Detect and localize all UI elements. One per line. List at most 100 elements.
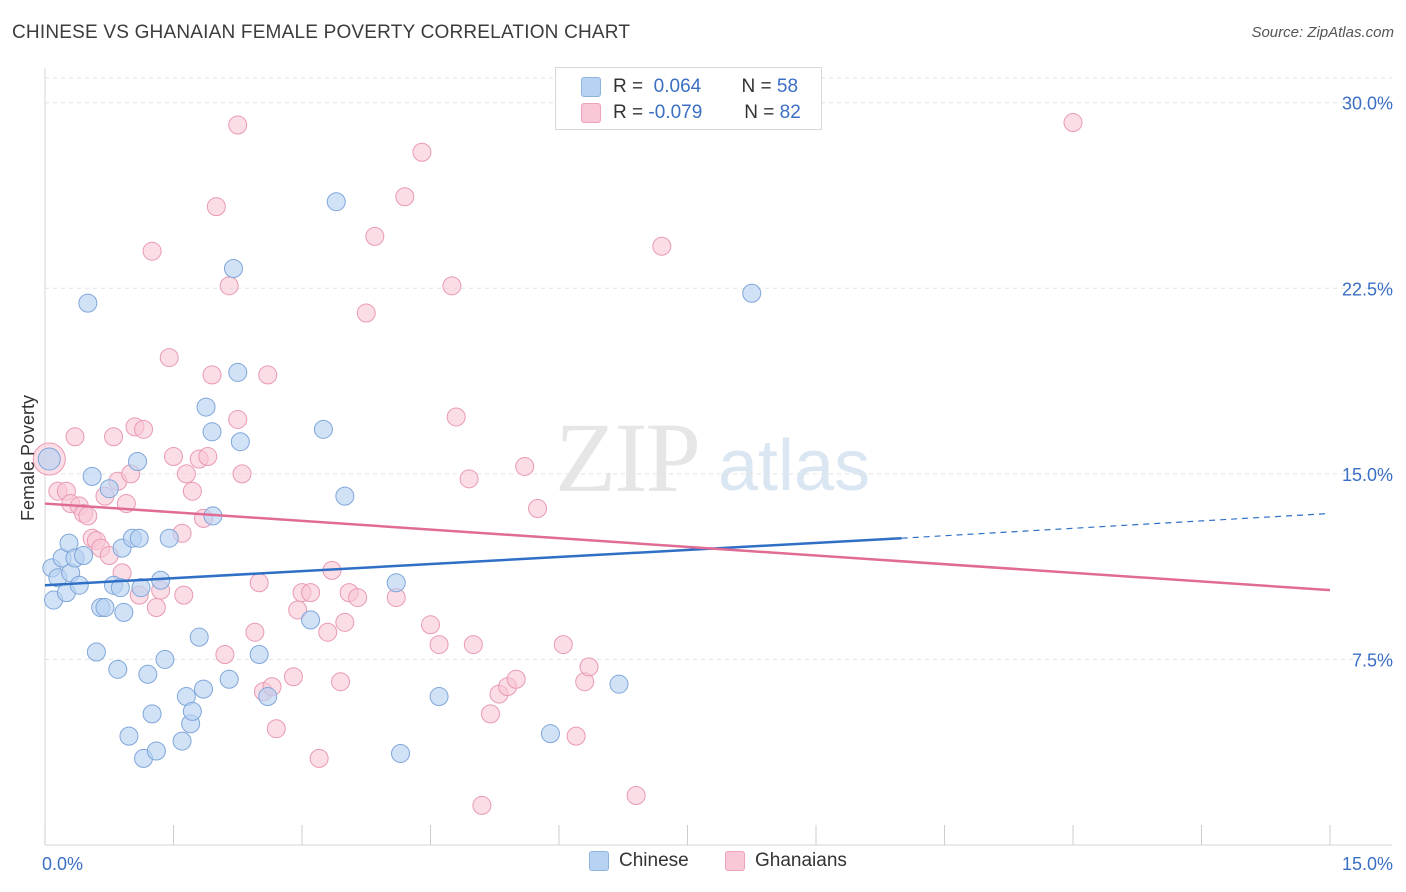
chinese-point bbox=[249, 644, 269, 664]
chinese-swatch bbox=[581, 77, 601, 97]
y-axis-label: Female Poverty bbox=[18, 395, 38, 521]
ghanaians-point bbox=[365, 226, 385, 246]
chinese-point bbox=[138, 664, 158, 684]
ghanaians-point bbox=[164, 447, 183, 467]
ghanaians-point bbox=[463, 635, 483, 655]
chinese-point bbox=[110, 578, 130, 598]
chinese-point bbox=[128, 452, 148, 471]
ghanaians-point bbox=[626, 786, 646, 806]
ghanaians-point bbox=[421, 615, 440, 635]
ghanaians-point bbox=[348, 588, 368, 608]
chinese-point bbox=[609, 674, 629, 694]
ghanaians-point bbox=[228, 115, 248, 135]
chinese-point bbox=[155, 649, 175, 669]
axes bbox=[44, 68, 1392, 846]
chinese-point bbox=[540, 724, 560, 744]
chinese-point bbox=[223, 259, 243, 279]
ghanaians-point bbox=[506, 669, 526, 689]
ghanaians-point bbox=[446, 407, 466, 427]
ghanaians-point bbox=[459, 469, 479, 489]
ghanaians-point bbox=[395, 187, 415, 207]
ghanaians-point bbox=[515, 456, 535, 476]
chinese-point bbox=[429, 687, 449, 707]
ghanaians-point bbox=[249, 573, 269, 593]
ghanaians-point bbox=[78, 506, 98, 526]
x-tick-label: 15.0% bbox=[1342, 854, 1393, 874]
ghanaians-point bbox=[472, 795, 492, 815]
ghanaians-point bbox=[206, 197, 226, 217]
chart-source: Source: ZipAtlas.com bbox=[1251, 24, 1394, 41]
ghanaians-point bbox=[182, 481, 202, 501]
chinese-point bbox=[146, 741, 166, 761]
ghanaians-point bbox=[174, 585, 194, 605]
y-tick-label: 15.0% bbox=[1342, 465, 1393, 485]
ghanaians-point bbox=[331, 672, 351, 692]
chinese-point bbox=[182, 701, 202, 721]
n-label: N = bbox=[741, 76, 772, 97]
ghanaians-point bbox=[146, 597, 166, 617]
ghanaians-point bbox=[202, 365, 222, 385]
chinese-point bbox=[131, 578, 151, 598]
legend-item-chinese[interactable]: Chinese bbox=[589, 850, 689, 872]
y-tick-label: 22.5% bbox=[1342, 279, 1393, 299]
ghanaians-point bbox=[309, 748, 329, 768]
chinese-point bbox=[326, 192, 346, 212]
chinese-point bbox=[82, 466, 102, 486]
ghanaians-point bbox=[228, 409, 248, 429]
chinese-point bbox=[119, 726, 139, 746]
stats-row-chinese: R = 0.064 N = 58 bbox=[581, 74, 798, 100]
ghanaians-point bbox=[283, 667, 303, 687]
watermark-atlas: atlas bbox=[718, 426, 871, 506]
ghanaians-point bbox=[1063, 113, 1083, 133]
ghanaians-trend-line bbox=[44, 502, 1331, 592]
chinese-point bbox=[108, 659, 128, 679]
ghanaians-point bbox=[480, 704, 500, 724]
legend: Chinese Ghanaians bbox=[0, 850, 1406, 880]
ghanaians-point bbox=[429, 635, 449, 655]
n-label: N = bbox=[744, 102, 775, 123]
watermark-zip: ZIP bbox=[555, 402, 701, 513]
ghanaians-swatch bbox=[725, 851, 745, 871]
ghanaians-point bbox=[356, 303, 376, 323]
chinese-point bbox=[69, 575, 89, 595]
chinese-trend-line bbox=[44, 536, 902, 587]
chinese-point bbox=[142, 704, 162, 724]
stats-row-ghanaians: R = -0.079 N = 82 bbox=[581, 100, 801, 126]
y-tick-label: 30.0% bbox=[1342, 94, 1393, 114]
chinese-point bbox=[95, 597, 115, 617]
ghanaians-point bbox=[104, 427, 124, 447]
ghanaians-point bbox=[266, 719, 286, 739]
r-value: 0.064 bbox=[653, 76, 702, 97]
chinese-point bbox=[86, 642, 106, 662]
chinese-point bbox=[159, 528, 179, 548]
ghanaians-point bbox=[245, 622, 265, 642]
ghanaians-point bbox=[159, 348, 179, 368]
chinese-point bbox=[189, 627, 209, 647]
chinese-point bbox=[37, 447, 61, 471]
legend-item-ghanaians[interactable]: Ghanaians bbox=[725, 850, 847, 872]
ghanaians-point bbox=[318, 622, 338, 642]
legend-label-chinese: Chinese bbox=[619, 850, 689, 871]
legend-label-ghanaians: Ghanaians bbox=[755, 850, 847, 871]
ghanaians-point bbox=[219, 276, 239, 296]
chinese-point bbox=[742, 283, 762, 303]
ghanaians-point bbox=[301, 583, 321, 603]
chinese-point bbox=[172, 731, 192, 751]
trend-lines bbox=[44, 502, 1331, 592]
chinese-point bbox=[114, 602, 134, 622]
chinese-point bbox=[301, 610, 321, 630]
y-tick-label: 7.5% bbox=[1352, 650, 1393, 670]
ghanaians-point bbox=[258, 365, 278, 385]
chinese-point bbox=[230, 432, 250, 452]
ghanaians-point bbox=[134, 419, 154, 439]
ghanaians-point bbox=[198, 447, 218, 467]
r-label: R = bbox=[613, 102, 644, 123]
ghanaians-point bbox=[566, 726, 586, 746]
ghanaians-point bbox=[652, 236, 672, 256]
n-value: 82 bbox=[779, 102, 801, 123]
chinese-point bbox=[335, 486, 355, 506]
ghanaians-point bbox=[176, 464, 196, 484]
chinese-point bbox=[258, 687, 278, 707]
r-label: R = bbox=[613, 76, 644, 97]
